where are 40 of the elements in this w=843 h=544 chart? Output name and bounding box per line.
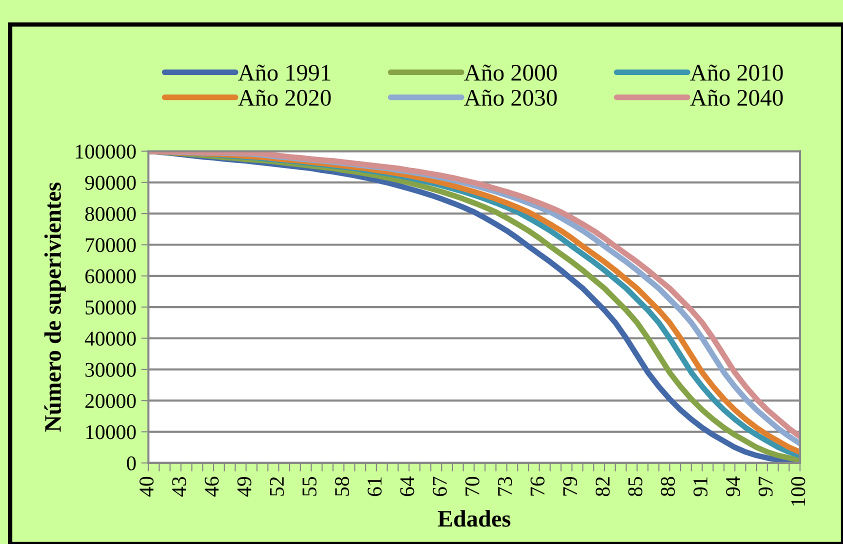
legend-label: Año 2010 (690, 64, 783, 81)
y-tick-label: 20000 (85, 394, 136, 408)
x-tick-label: 100 (791, 476, 806, 506)
x-tick-label: 52 (270, 477, 284, 496)
y-tick-label: 70000 (86, 238, 136, 252)
legend-label: Año 2030 (464, 90, 557, 106)
y-tick-label: 50000 (86, 300, 136, 315)
legend-label: Año 2040 (690, 90, 783, 106)
y-tick-label: 10000 (86, 425, 136, 440)
x-tick-label: 61 (368, 477, 382, 496)
legend-label: Año 1991 (238, 64, 330, 81)
x-tick-label: 85 (628, 476, 642, 496)
x-tick-label: 46 (204, 476, 219, 497)
x-tick-label: 82 (596, 477, 610, 496)
legend-label: Año 2020 (238, 90, 331, 106)
y-tick-label: 0 (126, 456, 136, 470)
y-tick-label: 100000 (76, 144, 136, 159)
x-tick-label: 58 (335, 476, 350, 496)
x-tick-label: 43 (172, 476, 186, 497)
legend-label: Año 2000 (464, 64, 557, 81)
x-tick-label: 97 (758, 476, 773, 496)
y-tick-label: 30000 (85, 362, 136, 377)
x-tick-label: 49 (237, 476, 252, 497)
x-tick-label: 64 (400, 476, 414, 496)
y-tick-label: 60000 (85, 269, 136, 284)
x-tick-label: 73 (498, 476, 512, 496)
y-axis-title: Número de superivientes (44, 182, 66, 432)
x-tick-label: 94 (726, 476, 740, 496)
x-axis-title: Edades (438, 510, 510, 527)
y-tick-label: 90000 (85, 176, 136, 190)
x-tick-label: 76 (530, 476, 545, 496)
y-tick-label: 40000 (84, 332, 136, 346)
x-tick-label: 91 (693, 477, 708, 496)
x-tick-label: 67 (432, 476, 447, 496)
x-tick-label: 79 (563, 476, 578, 496)
x-tick-label: 55 (302, 476, 316, 496)
y-tick-label: 80000 (85, 206, 136, 222)
x-tick-label: 70 (465, 476, 480, 496)
x-tick-label: 40 (140, 476, 154, 497)
x-tick-label: 88 (660, 476, 675, 496)
